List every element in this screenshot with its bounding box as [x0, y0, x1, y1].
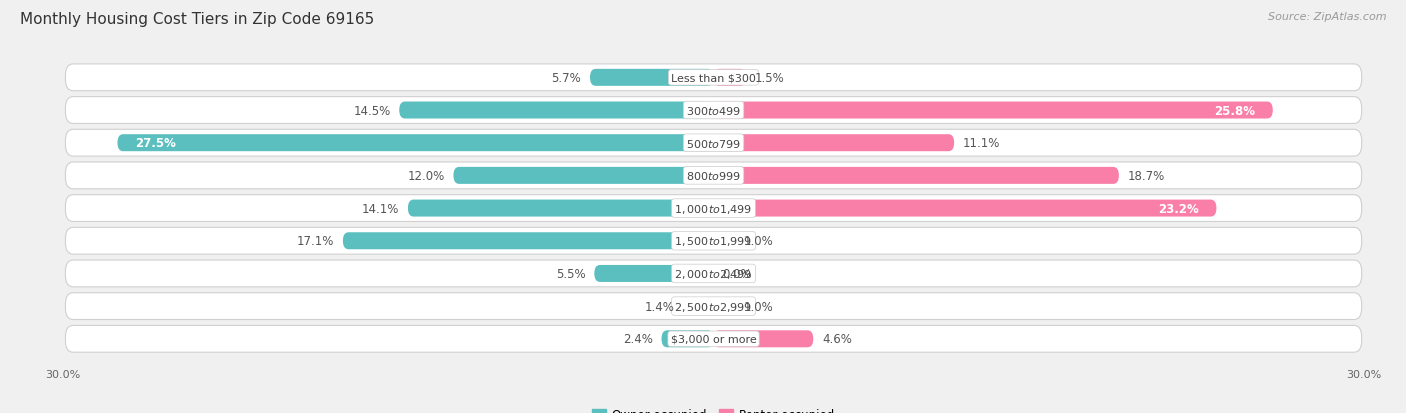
FancyBboxPatch shape [713, 70, 747, 87]
Text: 1.4%: 1.4% [645, 300, 675, 313]
Text: $500 to $799: $500 to $799 [686, 138, 741, 150]
Text: 14.1%: 14.1% [361, 202, 399, 215]
FancyBboxPatch shape [683, 298, 713, 315]
FancyBboxPatch shape [661, 330, 713, 347]
FancyBboxPatch shape [595, 265, 713, 282]
FancyBboxPatch shape [66, 163, 1361, 189]
FancyBboxPatch shape [713, 233, 735, 249]
FancyBboxPatch shape [118, 135, 713, 152]
Text: 1.5%: 1.5% [755, 72, 785, 85]
FancyBboxPatch shape [713, 102, 1272, 119]
FancyBboxPatch shape [66, 325, 1361, 352]
FancyBboxPatch shape [66, 228, 1361, 254]
Text: 27.5%: 27.5% [135, 137, 176, 150]
Text: 5.7%: 5.7% [551, 72, 581, 85]
Text: $3,000 or more: $3,000 or more [671, 334, 756, 344]
Text: $1,000 to $1,499: $1,000 to $1,499 [675, 202, 752, 215]
Text: 11.1%: 11.1% [963, 137, 1000, 150]
FancyBboxPatch shape [66, 130, 1361, 157]
Text: $2,000 to $2,499: $2,000 to $2,499 [675, 267, 752, 280]
FancyBboxPatch shape [591, 70, 713, 87]
Text: 14.5%: 14.5% [353, 104, 391, 117]
Text: $800 to $999: $800 to $999 [686, 170, 741, 182]
FancyBboxPatch shape [66, 293, 1361, 320]
Text: Less than $300: Less than $300 [671, 73, 756, 83]
Text: 4.6%: 4.6% [823, 332, 852, 345]
Text: 18.7%: 18.7% [1128, 169, 1164, 183]
Text: $2,500 to $2,999: $2,500 to $2,999 [675, 300, 752, 313]
FancyBboxPatch shape [408, 200, 713, 217]
FancyBboxPatch shape [343, 233, 713, 249]
Text: 1.0%: 1.0% [744, 235, 773, 248]
FancyBboxPatch shape [713, 298, 735, 315]
Text: Source: ZipAtlas.com: Source: ZipAtlas.com [1268, 12, 1386, 22]
FancyBboxPatch shape [66, 97, 1361, 124]
Text: 12.0%: 12.0% [408, 169, 444, 183]
FancyBboxPatch shape [453, 168, 713, 185]
Text: 23.2%: 23.2% [1159, 202, 1199, 215]
FancyBboxPatch shape [713, 135, 955, 152]
Text: $300 to $499: $300 to $499 [686, 105, 741, 117]
FancyBboxPatch shape [711, 265, 720, 282]
Text: Monthly Housing Cost Tiers in Zip Code 69165: Monthly Housing Cost Tiers in Zip Code 6… [20, 12, 374, 27]
Text: $1,500 to $1,999: $1,500 to $1,999 [675, 235, 752, 248]
FancyBboxPatch shape [713, 168, 1119, 185]
Text: 25.8%: 25.8% [1215, 104, 1256, 117]
Text: 1.0%: 1.0% [744, 300, 773, 313]
Text: 2.4%: 2.4% [623, 332, 652, 345]
FancyBboxPatch shape [399, 102, 713, 119]
Text: 5.5%: 5.5% [555, 267, 586, 280]
FancyBboxPatch shape [66, 65, 1361, 92]
FancyBboxPatch shape [713, 330, 813, 347]
Legend: Owner-occupied, Renter-occupied: Owner-occupied, Renter-occupied [586, 404, 841, 413]
FancyBboxPatch shape [66, 195, 1361, 222]
Text: 0.0%: 0.0% [723, 267, 752, 280]
Text: 17.1%: 17.1% [297, 235, 335, 248]
FancyBboxPatch shape [66, 261, 1361, 287]
FancyBboxPatch shape [713, 200, 1216, 217]
